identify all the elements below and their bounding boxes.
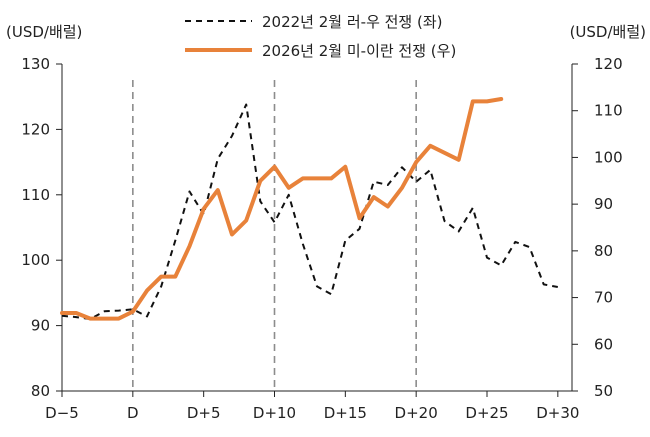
legend: 2022년 2월 러-우 전쟁 (좌) 2026년 2월 미-이란 전쟁 (우) xyxy=(185,13,456,60)
right-tick-label: 100 xyxy=(594,148,623,166)
left-tick-label: 110 xyxy=(21,186,50,204)
left-tick-label: 120 xyxy=(21,120,50,138)
x-tick-label: D+25 xyxy=(465,404,508,422)
legend-label-us-iran: 2026년 2월 미-이란 전쟁 (우) xyxy=(262,42,456,60)
axis-ticks: D−5 D D+5 D+10 D+15 D+20 D+25 D+30 80 90 100 110 120… xyxy=(21,55,622,422)
right-tick-label: 70 xyxy=(594,289,613,307)
left-axis-unit: (USD/배럴) xyxy=(6,23,82,41)
left-tick-label: 80 xyxy=(31,382,50,400)
x-tick-label: D+30 xyxy=(536,404,579,422)
right-tick-label: 80 xyxy=(594,242,613,260)
x-tick-label: D+15 xyxy=(324,404,367,422)
right-tick-label: 90 xyxy=(594,195,613,213)
x-tick-label: D+20 xyxy=(395,404,438,422)
x-tick-label: D+5 xyxy=(187,404,221,422)
right-tick-label: 60 xyxy=(594,335,613,353)
legend-label-russia-ukraine: 2022년 2월 러-우 전쟁 (좌) xyxy=(262,13,443,31)
series-line-us-iran-2026 xyxy=(60,97,504,321)
x-tick-label: D xyxy=(127,404,139,422)
right-tick-label: 110 xyxy=(594,102,623,120)
right-axis-unit: (USD/배럴) xyxy=(570,23,646,41)
series-line-russia-ukraine-2022 xyxy=(61,103,558,321)
axes xyxy=(61,64,573,392)
x-tick-label: D−5 xyxy=(45,404,79,422)
left-tick-label: 90 xyxy=(31,317,50,335)
left-tick-label: 100 xyxy=(21,251,50,269)
reference-lines xyxy=(132,80,417,391)
x-tick-label: D+10 xyxy=(253,404,296,422)
series xyxy=(60,97,558,321)
left-tick-label: 130 xyxy=(21,55,50,73)
right-tick-label: 120 xyxy=(594,55,623,73)
right-tick-label: 50 xyxy=(594,382,613,400)
